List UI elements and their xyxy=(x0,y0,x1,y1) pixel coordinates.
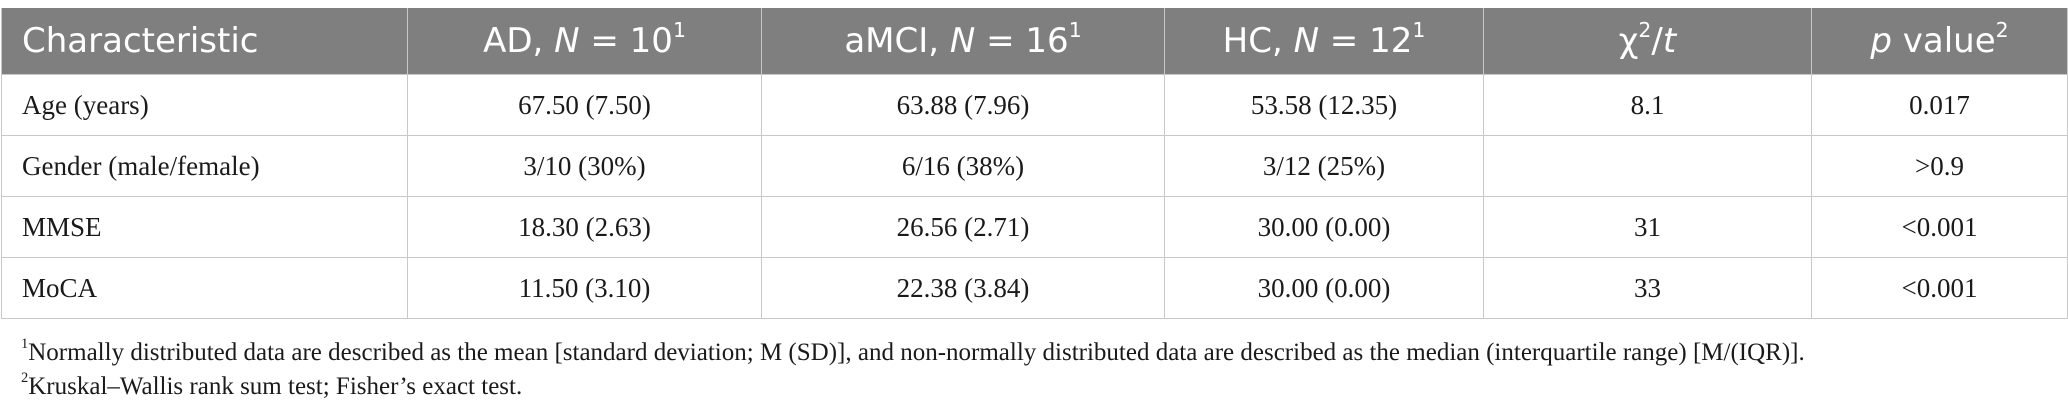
table-cell: 6/16 (38%) xyxy=(761,135,1165,197)
row-label: MoCA xyxy=(1,257,408,319)
header-p-value: p value2 xyxy=(1811,8,2068,75)
header-p-value-sup: 2 xyxy=(1995,17,2009,42)
header-amci-pre: aMCI, xyxy=(844,21,950,61)
header-chi-t-ital: t xyxy=(1662,21,1677,61)
table-cell: 11.50 (3.10) xyxy=(407,257,762,319)
table-cell: 30.00 (0.00) xyxy=(1164,196,1484,258)
header-amci: aMCI, N = 161 xyxy=(761,8,1165,75)
header-characteristic: Characteristic xyxy=(1,8,408,75)
header-amci-ital: N xyxy=(949,21,976,61)
table-cell: <0.001 xyxy=(1811,196,2068,258)
table-cell: 33 xyxy=(1483,257,1812,319)
header-characteristic-pre: Characteristic xyxy=(22,21,259,61)
header-hc-pre: HC, xyxy=(1222,21,1294,61)
header-hc: HC, N = 121 xyxy=(1164,8,1484,75)
table-cell: 0.017 xyxy=(1811,74,2068,136)
table-cell: >0.9 xyxy=(1811,135,2068,197)
row-label: Gender (male/female) xyxy=(1,135,408,197)
footnote-2: 2Kruskal–Wallis rank sum test; Fisher’s … xyxy=(21,369,523,400)
row-label: Age (years) xyxy=(1,74,408,136)
table-cell: 3/10 (30%) xyxy=(407,135,762,197)
table-cell: 26.56 (2.71) xyxy=(761,196,1165,258)
header-hc-sup: 1 xyxy=(1412,17,1426,42)
header-ad: AD, N = 101 xyxy=(407,8,762,75)
footnote-1: 1Normally distributed data are described… xyxy=(21,335,1805,366)
table-container: Characteristic AD, N = 101 aMCI, N = 161 HC… xyxy=(0,8,2068,319)
footnotes: 1Normally distributed data are described… xyxy=(21,336,1805,404)
header-p-value-post: value xyxy=(1891,21,1996,61)
table-cell: 3/12 (25%) xyxy=(1164,135,1484,197)
table-cell: 63.88 (7.96) xyxy=(761,74,1165,136)
table-cell: 8.1 xyxy=(1483,74,1812,136)
table-cell: 30.00 (0.00) xyxy=(1164,257,1484,319)
header-ad-ital: N xyxy=(554,21,580,61)
header-chi-t: χ2/t xyxy=(1483,8,1812,75)
header-ad-pre: AD, xyxy=(483,21,555,61)
characteristics-table: Characteristic AD, N = 101 aMCI, N = 161 HC… xyxy=(1,8,2068,319)
header-amci-post: = 16 xyxy=(975,21,1069,61)
table-cell xyxy=(1483,135,1812,197)
table-row: Age (years) 67.50 (7.50) 63.88 (7.96) 53.58… xyxy=(1,74,2068,136)
table-header-row: Characteristic AD, N = 101 aMCI, N = 161 HC… xyxy=(1,8,2068,75)
header-chi-t-pre: χ xyxy=(1618,21,1639,61)
table-row: MoCA 11.50 (3.10) 22.38 (3.84) 30.00 (0.00)… xyxy=(1,257,2068,319)
header-ad-post: = 10 xyxy=(579,21,673,61)
header-hc-ital: N xyxy=(1293,21,1319,61)
header-chi-t-sup: 2 xyxy=(1638,17,1652,42)
table-cell: 67.50 (7.50) xyxy=(407,74,762,136)
row-label: MMSE xyxy=(1,196,408,258)
header-ad-sup: 1 xyxy=(672,17,686,42)
table-cell: <0.001 xyxy=(1811,257,2068,319)
table-row: Gender (male/female) 3/10 (30%) 6/16 (38%)… xyxy=(1,135,2068,197)
table-cell: 53.58 (12.35) xyxy=(1164,74,1484,136)
table-cell: 31 xyxy=(1483,196,1812,258)
header-chi-t-post: / xyxy=(1651,21,1663,61)
header-amci-sup: 1 xyxy=(1068,17,1082,42)
header-hc-post: = 12 xyxy=(1319,21,1413,61)
header-p-value-ital: p xyxy=(1870,21,1892,61)
table-cell: 22.38 (3.84) xyxy=(761,257,1165,319)
table-cell: 18.30 (2.63) xyxy=(407,196,762,258)
table-row: MMSE 18.30 (2.63) 26.56 (2.71) 30.00 (0.00)… xyxy=(1,196,2068,258)
